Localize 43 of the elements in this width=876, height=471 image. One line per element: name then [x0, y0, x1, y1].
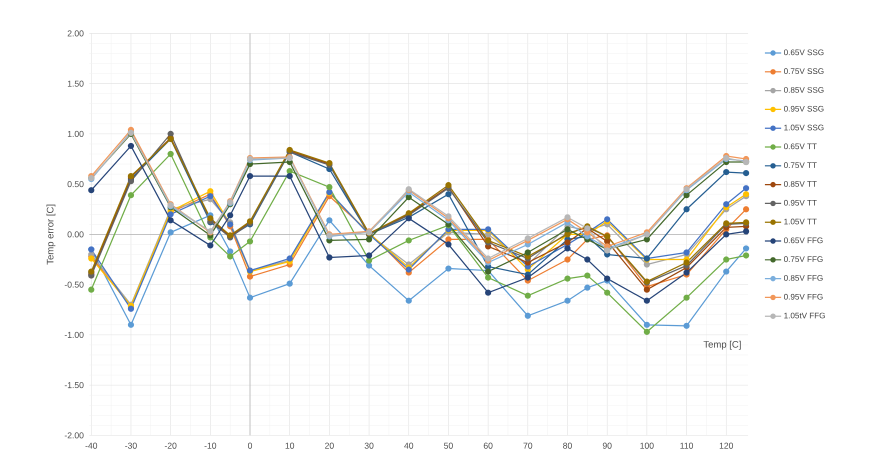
y-tick-label: -1.00: [64, 332, 84, 338]
x-tick-label: -10: [204, 442, 216, 449]
x-tick-label: 0: [248, 442, 252, 449]
x-tick-label: 120: [720, 442, 734, 449]
x-tick-label: 100: [640, 442, 654, 449]
x-tick-label: 60: [484, 442, 493, 449]
x-tick-label: 50: [444, 442, 453, 449]
y-tick-label: 0.50: [68, 181, 84, 188]
legend-label: 0.65V TT: [784, 144, 817, 150]
legend-label: 1.05tV FFG: [784, 312, 825, 319]
legend-label: 0.65V FFG: [784, 238, 823, 244]
x-axis-title: Temp [C]: [704, 340, 741, 350]
y-tick-label: 0.00: [68, 232, 84, 238]
legend-label: 1.05V TT: [784, 218, 817, 225]
x-tick-label: -20: [164, 442, 176, 449]
x-tick-label: 40: [404, 442, 414, 449]
legend-label: 0.85V FFG: [784, 275, 823, 281]
x-tick-label: 30: [364, 442, 374, 449]
x-tick-label: 10: [286, 442, 294, 449]
x-tick-label: 70: [523, 442, 532, 449]
legend-label: 1.05V SSG: [784, 124, 824, 131]
y-tick-label: -2.00: [64, 432, 84, 439]
legend-label: 0.85V SSG: [784, 87, 824, 93]
legend-label: 0.85V TT: [784, 181, 817, 187]
legend-label: 0.95V TT: [784, 200, 817, 206]
x-tick-label: 90: [602, 442, 612, 449]
y-tick-label: -1.50: [64, 382, 84, 388]
x-tick-label: -40: [85, 442, 98, 449]
legend-label: 0.75V FFG: [784, 256, 823, 262]
legend-label: 0.65V SSG: [784, 50, 824, 56]
legend-label: 0.75V TT: [784, 162, 817, 168]
legend-label: 0.95V FFG: [784, 294, 823, 300]
legend-label: 0.75V SSG: [784, 68, 824, 74]
y-tick-label: 1.00: [68, 131, 84, 138]
y-tick-label: 1.50: [68, 80, 84, 87]
y-tick-label: -0.50: [64, 282, 84, 288]
y-tick-label: 2.00: [68, 30, 84, 37]
x-tick-label: -30: [125, 442, 137, 449]
legend-label: 0.95V SSG: [784, 106, 824, 112]
x-tick-label: 80: [563, 442, 572, 449]
x-tick-label: 110: [680, 442, 694, 449]
y-axis-title: Temp error [C]: [46, 204, 56, 265]
x-tick-label: 20: [325, 442, 334, 449]
